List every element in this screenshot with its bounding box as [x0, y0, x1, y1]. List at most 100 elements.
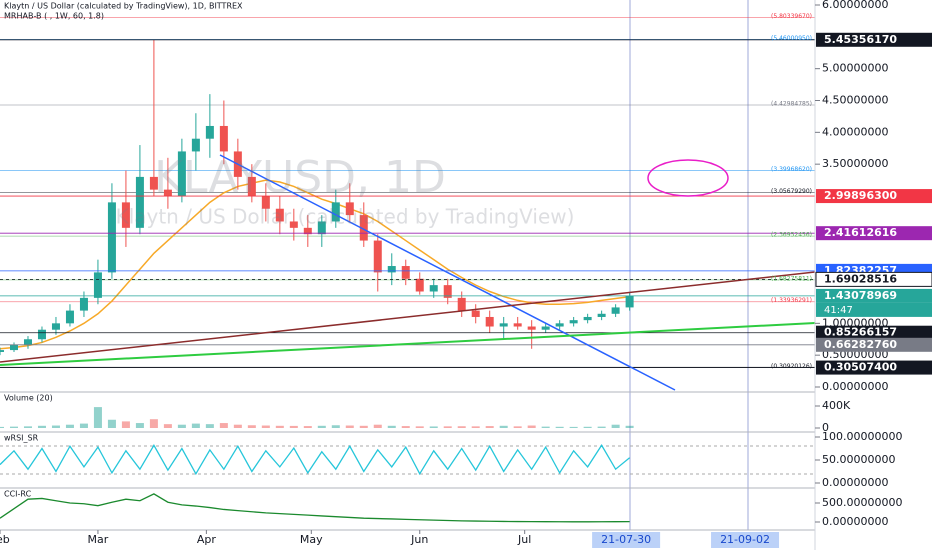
volume-bar: [163, 424, 172, 428]
volume-bar: [345, 425, 354, 428]
candle-body: [317, 221, 326, 235]
candle-body: [499, 323, 508, 327]
volume-bar: [457, 426, 466, 428]
volume-bar: [23, 426, 32, 428]
cci-line: [0, 493, 630, 523]
volume-bar: [401, 426, 410, 428]
candle-body: [303, 227, 312, 235]
candle-body: [415, 278, 424, 292]
date-highlight-box: [711, 532, 780, 548]
level-box: [816, 189, 932, 204]
x-tick-label: Mar: [88, 533, 109, 546]
volume-bar: [205, 424, 214, 428]
level-label: 2.41612616: [824, 226, 897, 239]
volume-bar: [9, 426, 18, 428]
x-tick-label: Feb: [0, 533, 10, 546]
trend-lines: [0, 154, 815, 391]
candle-body: [261, 196, 270, 209]
volume-bar: [597, 426, 606, 428]
candle-body: [191, 138, 200, 152]
candle-body: [345, 202, 354, 216]
candle-body: [121, 202, 130, 228]
candle-body: [555, 323, 564, 327]
candle-body: [275, 208, 284, 222]
candle-body: [331, 202, 340, 222]
volume-bar: [331, 425, 340, 428]
fib-label: (5.46000950): [771, 35, 812, 42]
trend-line: [219, 154, 676, 391]
volume-bar: [569, 426, 578, 428]
fib-label: (1.33936291): [771, 297, 812, 304]
volume-title: Volume (20): [4, 394, 53, 403]
date-highlight-label: 21-07-30: [601, 533, 651, 546]
fib-label: (5.80339670): [771, 13, 812, 20]
indicator-title: MRHAB-B ( , 1W, 60, 1.8): [4, 12, 104, 21]
candle-body: [135, 176, 144, 228]
candle-body: [527, 326, 536, 330]
candle-body: [51, 323, 60, 330]
y-tick-label: 4.50000000: [822, 94, 888, 107]
level-box: [816, 337, 932, 352]
trend-line: [0, 322, 815, 366]
candle-body: [65, 310, 74, 324]
watermark-subtitle: Klaytn / US Dollar (calculated by Tradin…: [116, 205, 575, 229]
x-tick-label: Jun: [410, 533, 428, 546]
volume-bar: [233, 424, 242, 428]
volume-bar: [275, 425, 284, 428]
volume-bar: [359, 425, 368, 428]
candle-body: [569, 320, 578, 324]
volume-bar: [443, 426, 452, 428]
volume-bar: [93, 407, 102, 428]
candle-body: [23, 339, 32, 345]
volume-bar: [415, 426, 424, 428]
level-label: 0.85266157: [824, 326, 897, 339]
volume-bar: [527, 425, 536, 428]
volume-bar: [429, 426, 438, 428]
candle-body: [513, 323, 522, 327]
candle-body: [79, 297, 88, 311]
level-label: 1.43078969: [824, 289, 897, 302]
y-tick-label: 0.00000000: [822, 476, 888, 489]
candle-body: [107, 202, 116, 273]
volume-bar: [261, 425, 270, 428]
candle-body: [289, 221, 298, 228]
watermark: KLAYUSD, 1D: [154, 152, 446, 203]
y-tick-label: 5.00000000: [822, 62, 888, 75]
candle-body: [401, 266, 410, 279]
volume-bar: [303, 426, 312, 428]
level-box: [816, 32, 932, 47]
cci-title: CCI-RC: [4, 490, 32, 499]
volume-bar: [149, 419, 158, 428]
volume-bar: [135, 423, 144, 428]
candle-body: [93, 272, 102, 298]
level-box: [816, 288, 932, 303]
countdown-box: [816, 302, 932, 317]
volume-bar: [177, 424, 186, 428]
y-tick-label: 500.00000000: [822, 496, 902, 509]
volume-bar: [485, 426, 494, 428]
volume-bar: [51, 425, 60, 428]
volume-bar: [65, 424, 74, 428]
volume-bar: [625, 425, 634, 428]
rsi-title: wRSI_SR: [4, 434, 39, 443]
x-tick-label: Jul: [517, 533, 531, 546]
y-tick-label: 0.00000000: [822, 380, 888, 393]
y-tick-label: 50.00000000: [822, 453, 895, 466]
fib-label: (3.39968620): [771, 166, 812, 173]
volume-bar: [191, 423, 200, 428]
candle-body: [541, 326, 550, 330]
volume-bar: [611, 424, 620, 428]
volume-bar: [121, 421, 130, 428]
volume-bar: [289, 425, 298, 428]
y-tick-label: 0.00000000: [822, 515, 888, 528]
level-label: 0.30507400: [824, 361, 897, 374]
volume-bar: [583, 426, 592, 428]
candle-body: [597, 313, 606, 317]
level-box: [816, 226, 932, 241]
level-label: 2.99896300: [824, 189, 897, 202]
ellipse-drawing: [647, 159, 729, 197]
volume-bar: [107, 419, 116, 428]
fib-label: (2.36952456): [771, 232, 812, 239]
